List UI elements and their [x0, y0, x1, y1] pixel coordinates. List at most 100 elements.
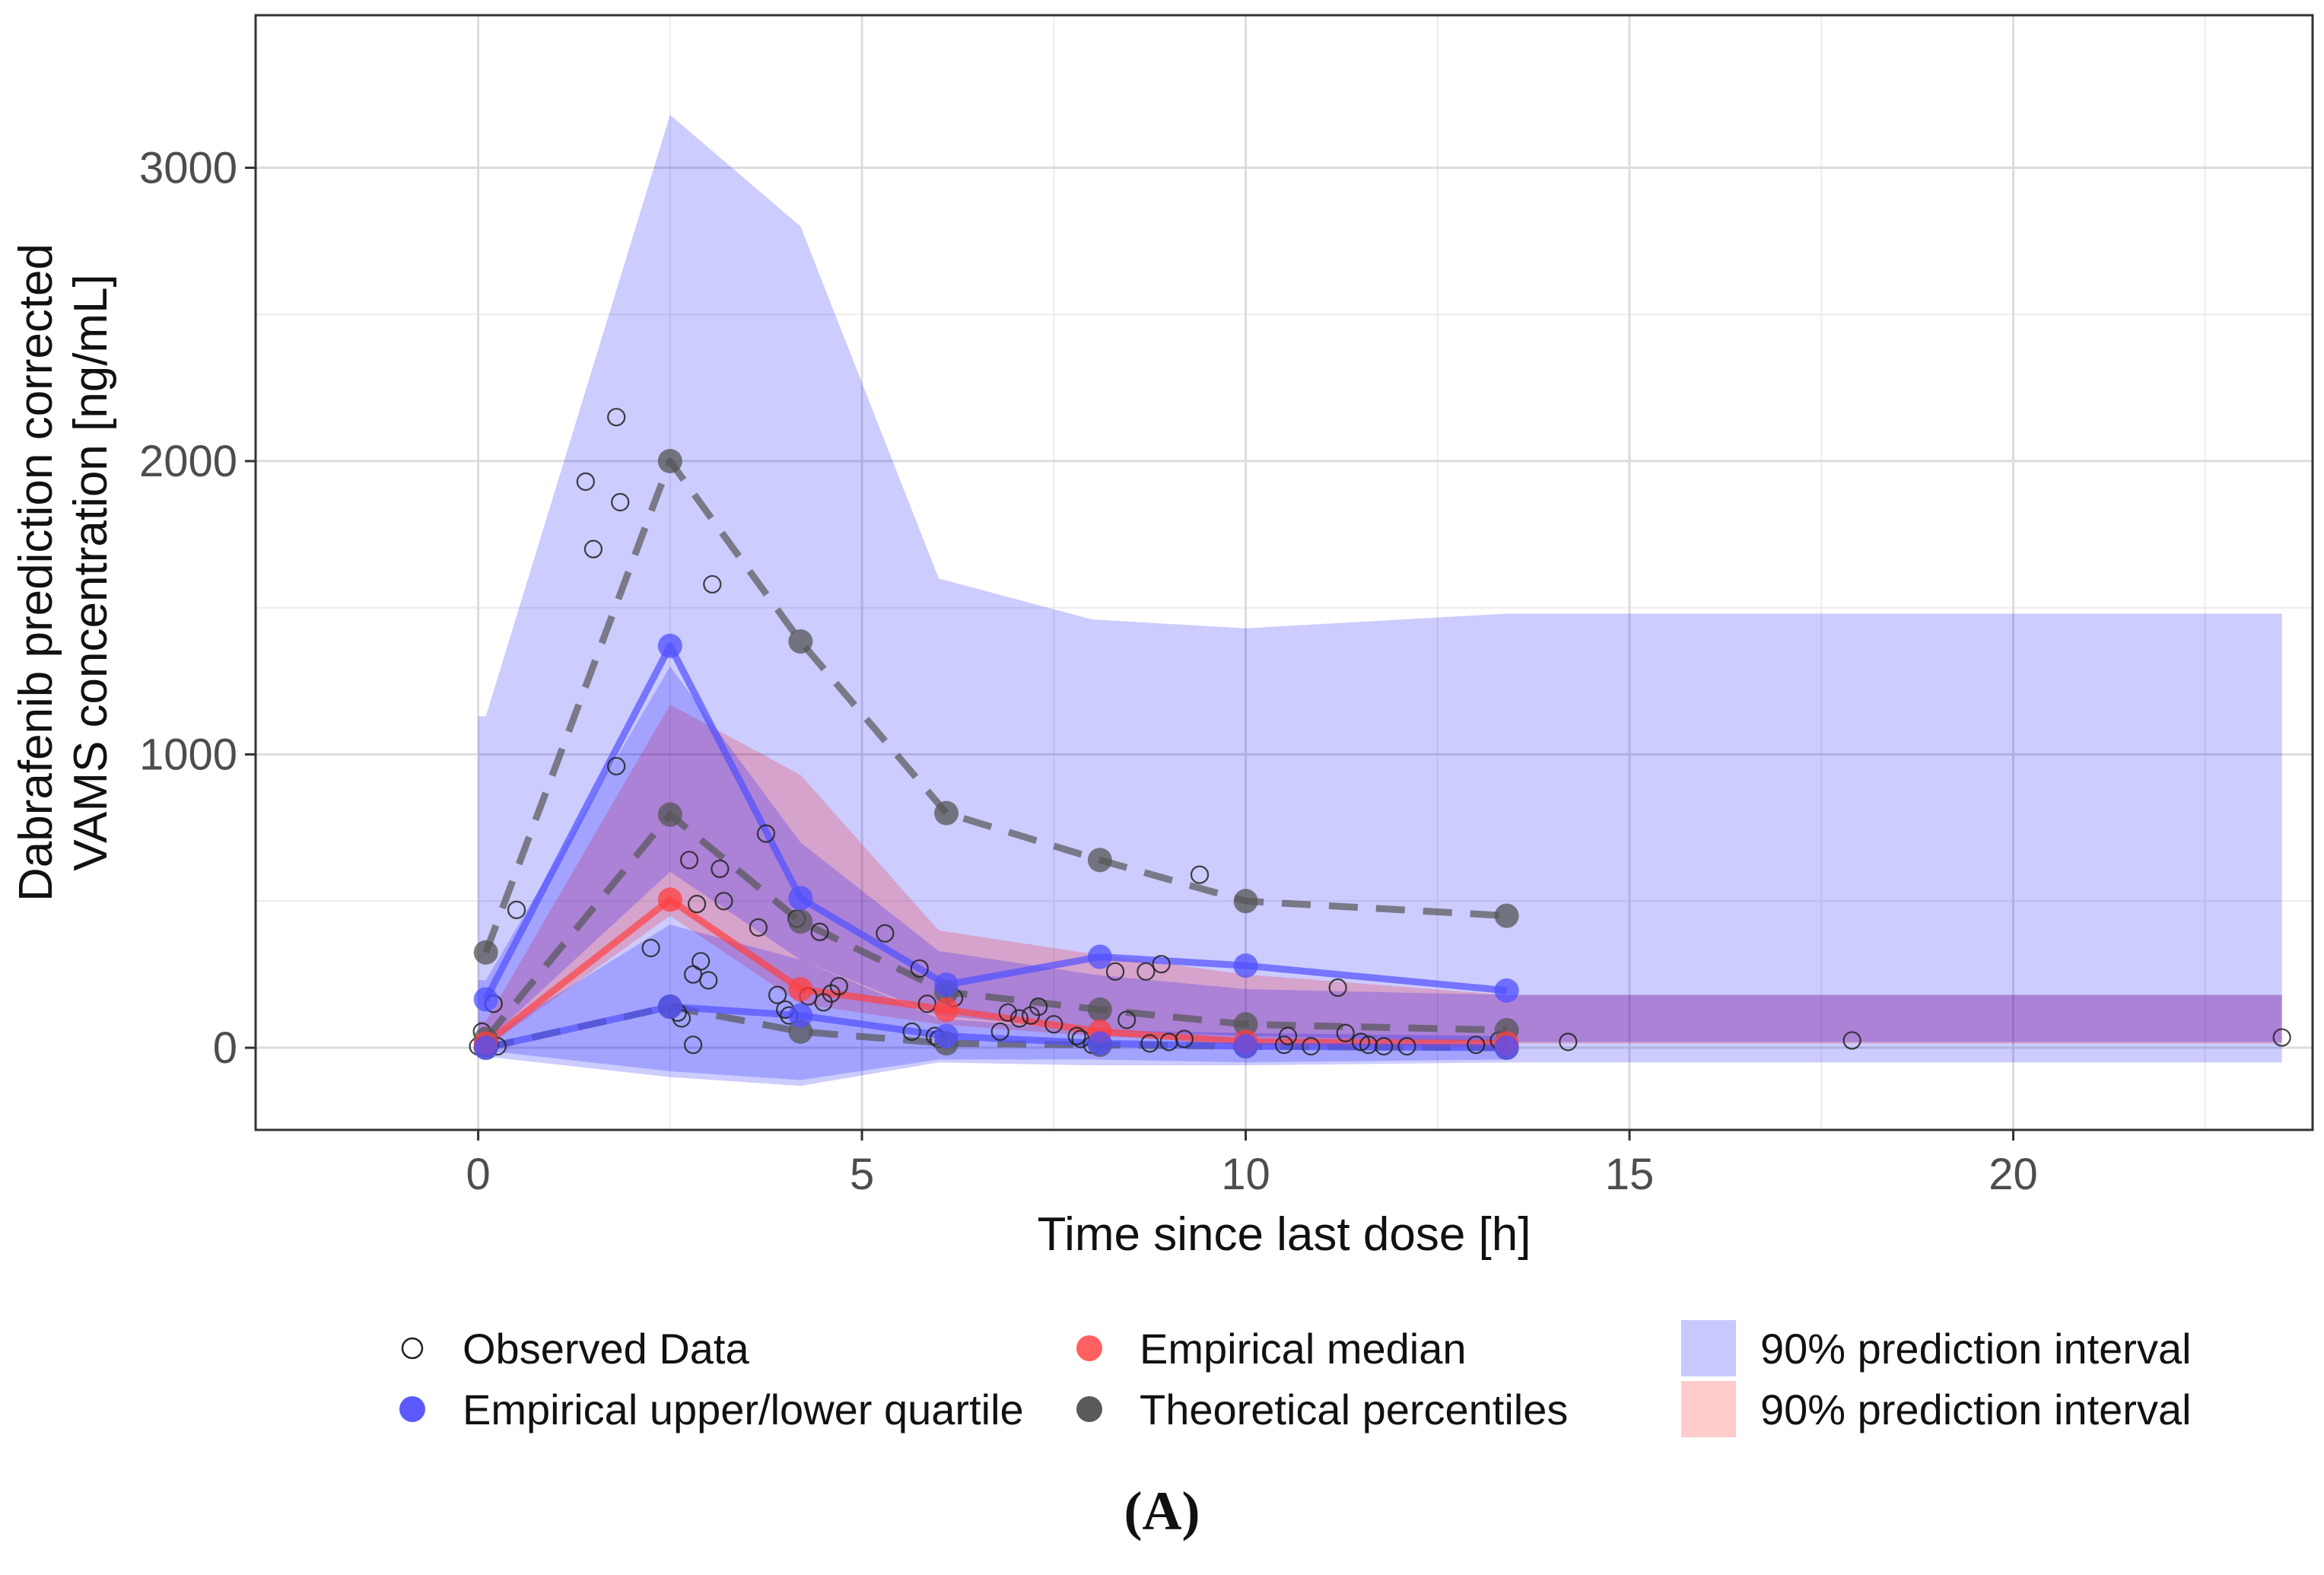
series-point: [1233, 889, 1258, 914]
series-point: [473, 1036, 498, 1061]
plot-panel-border: [254, 14, 2314, 1131]
series-point: [657, 802, 682, 827]
observed-point: [902, 1022, 921, 1041]
y-tick-label: 2000: [139, 437, 237, 486]
observed-point: [1152, 955, 1171, 974]
series-point: [1233, 953, 1258, 978]
observed-point: [684, 1036, 703, 1055]
observed-point: [1302, 1037, 1321, 1056]
series-point: [1494, 903, 1519, 928]
series-point: [1494, 1036, 1519, 1061]
x-tick-label: 20: [1989, 1150, 2038, 1199]
legend-label: 90% prediction interval: [1760, 1386, 2192, 1433]
observed-point: [583, 539, 603, 558]
series-point: [788, 1003, 813, 1028]
y-tick-label: 3000: [139, 143, 237, 192]
series-point: [657, 633, 682, 658]
observed-point: [829, 976, 848, 996]
observed-point: [1044, 1015, 1063, 1034]
observed-point: [1140, 1034, 1159, 1053]
observed-point: [756, 824, 776, 843]
observed-point: [1278, 1026, 1298, 1045]
x-tick-label: 15: [1605, 1150, 1655, 1199]
series-point: [1233, 1034, 1258, 1059]
legend: Observed Data Empirical median 90% predict…: [399, 1320, 2192, 1437]
series-point: [657, 994, 682, 1020]
observed-point: [691, 952, 711, 971]
series-point: [788, 629, 813, 654]
observed-point: [679, 851, 699, 870]
legend-label: Empirical upper/lower quartile: [463, 1386, 1024, 1433]
observed-point: [1137, 962, 1156, 981]
observed-point: [711, 859, 730, 878]
observed-point: [1351, 1032, 1370, 1052]
series-point: [788, 886, 813, 911]
observed-point: [611, 492, 630, 512]
legend-key-filled-circle: [1076, 1335, 1102, 1361]
observed-point: [876, 924, 895, 943]
series-point: [1087, 997, 1112, 1022]
observed-point: [990, 1022, 1009, 1041]
legend-key-fill: [1681, 1320, 1736, 1376]
prediction-band: [478, 704, 2282, 1048]
legend-label: Theoretical percentiles: [1140, 1386, 1568, 1433]
observed-point: [1067, 1026, 1086, 1045]
observed-point: [1467, 1036, 1486, 1055]
observed-point: [507, 900, 526, 919]
observed-point: [998, 1003, 1017, 1022]
observed-point: [699, 971, 718, 990]
observed-point: [1359, 1036, 1378, 1055]
x-tick-label: 5: [850, 1150, 874, 1199]
x-tick-label: 10: [1221, 1150, 1270, 1199]
axes-layer: 0 5 10 15 20 0 1000 2000 3000: [139, 143, 2038, 1199]
observed-point: [703, 574, 722, 594]
observed-point: [810, 922, 829, 941]
observed-point: [1336, 1023, 1355, 1042]
y-tick-label: 0: [213, 1023, 237, 1073]
series-point: [1087, 848, 1112, 873]
observed-point: [641, 938, 660, 958]
observed-point: [1274, 1036, 1294, 1055]
prediction-band: [478, 115, 2282, 1087]
legend-key-open-circle: [401, 1337, 424, 1360]
series-point: [934, 997, 959, 1022]
observed-point: [1328, 978, 1347, 998]
observed-point: [1009, 1009, 1029, 1028]
observed-point: [607, 408, 626, 427]
observed-point: [1397, 1037, 1416, 1056]
observed-point: [917, 994, 936, 1013]
series-point: [934, 972, 959, 998]
series-point: [1087, 1031, 1112, 1056]
prediction-band: [478, 666, 2282, 1042]
prediction-bands: [478, 115, 2282, 1087]
observed-point: [688, 895, 707, 914]
legend-key-fill: [1681, 1381, 1736, 1437]
y-tick-label: 1000: [139, 730, 237, 780]
series-point: [934, 1023, 959, 1048]
observed-point: [1842, 1031, 1861, 1050]
legend-key-filled-circle: [399, 1396, 425, 1422]
observed-point: [714, 892, 733, 911]
observed-point: [576, 472, 595, 492]
x-tick-label: 0: [466, 1150, 490, 1199]
series-points: [473, 449, 1519, 1061]
observed-point: [2272, 1028, 2291, 1047]
series-point: [934, 800, 959, 826]
observed-point: [1375, 1037, 1394, 1056]
series-point: [1494, 978, 1519, 1003]
observed-point: [1175, 1029, 1194, 1048]
observed-point: [1105, 962, 1125, 981]
series-point: [657, 449, 682, 473]
series-point: [657, 887, 682, 912]
observed-point: [1559, 1032, 1578, 1052]
series-point: [473, 940, 498, 965]
observed-point: [1029, 997, 1048, 1017]
legend-label: 90% prediction interval: [1760, 1325, 2192, 1373]
x-axis-label: Time since last dose [h]: [1038, 1208, 1531, 1261]
legend-key-filled-circle: [1076, 1396, 1102, 1422]
observed-point: [749, 918, 768, 937]
observed-point: [910, 959, 929, 978]
legend-label: Observed Data: [463, 1325, 749, 1373]
series-point: [788, 909, 813, 934]
